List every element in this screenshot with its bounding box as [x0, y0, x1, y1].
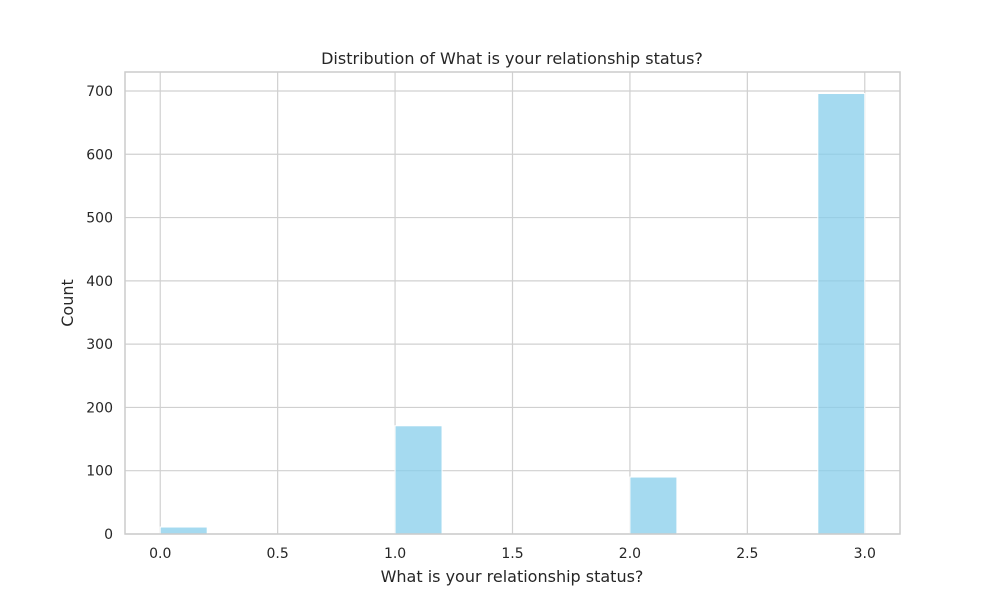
x-axis-label: What is your relationship status? — [381, 567, 644, 586]
x-tick-label: 2.0 — [619, 546, 641, 562]
y-tick-label: 100 — [86, 464, 113, 480]
x-tick-label: 0.0 — [149, 546, 171, 562]
x-tick-label: 3.0 — [854, 546, 876, 562]
bar-layer — [159, 93, 866, 535]
y-tick-label: 300 — [86, 337, 113, 353]
histogram-bar — [394, 425, 443, 535]
y-tick-labels: 0 100 200 300 400 500 600 700 — [86, 84, 113, 543]
y-tick-label: 0 — [104, 527, 113, 543]
y-tick-label: 400 — [86, 274, 113, 290]
histogram-bar — [629, 476, 678, 535]
grid-layer — [125, 72, 900, 535]
y-tick-label: 500 — [86, 211, 113, 227]
histogram-bar — [817, 93, 866, 535]
x-tick-label: 1.0 — [384, 546, 406, 562]
y-tick-label: 700 — [86, 84, 113, 100]
y-axis-label: Count — [58, 279, 77, 327]
plot-frame — [124, 71, 901, 535]
x-tick-label: 2.5 — [736, 546, 758, 562]
y-tick-label: 600 — [86, 147, 113, 163]
histogram-bar — [159, 526, 208, 535]
x-tick-label: 0.5 — [267, 546, 289, 562]
chart-title: Distribution of What is your relationshi… — [321, 49, 703, 68]
y-tick-label: 200 — [86, 400, 113, 416]
x-tick-labels: 0.0 0.5 1.0 1.5 2.0 2.5 3.0 — [149, 546, 876, 562]
x-tick-label: 1.5 — [501, 546, 523, 562]
